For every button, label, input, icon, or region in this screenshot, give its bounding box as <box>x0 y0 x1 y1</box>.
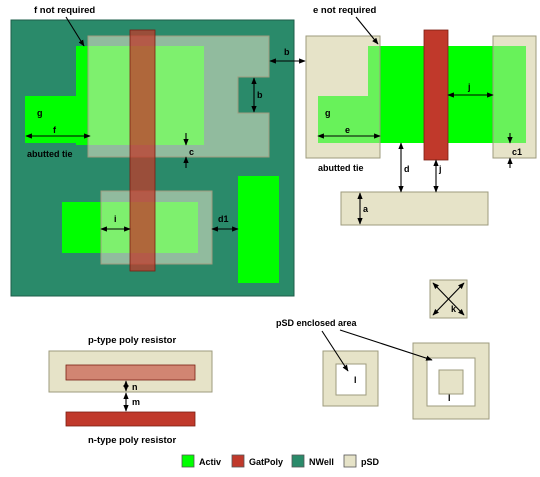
label-e-not-required: e not required <box>313 5 377 16</box>
rule-j-lower: j <box>438 164 442 174</box>
rule-m: m <box>132 397 140 407</box>
rule-l-small: l <box>354 375 357 385</box>
psd-enclosed-small-hole <box>335 363 367 396</box>
rule-k: k <box>451 304 457 314</box>
legend: Activ GatPoly NWell pSD <box>181 454 380 468</box>
legend-label-activ: Activ <box>199 457 221 467</box>
label-n-type-poly-resistor: n-type poly resistor <box>88 435 176 446</box>
label-abutted-tie-right: abutted tie <box>318 163 364 173</box>
gatpoly-left <box>129 29 156 272</box>
rule-c: c <box>189 147 194 157</box>
label-f-not-required: f not required <box>34 5 95 16</box>
legend-label-psd: pSD <box>361 457 380 467</box>
rule-b-notch: b <box>257 90 263 100</box>
psd-right-right-overlay <box>492 35 537 159</box>
rule-f: f <box>53 125 57 135</box>
psd-bar <box>340 191 489 226</box>
rule-b-between: b <box>284 47 290 57</box>
rule-a: a <box>363 204 369 214</box>
label-psd-enclosed-area: pSD enclosed area <box>276 318 358 328</box>
legend-swatch-nwell <box>291 454 305 468</box>
psd-right-left-overlay <box>305 35 381 159</box>
legend-label-nwell: NWell <box>309 457 334 467</box>
rule-i: i <box>114 214 117 224</box>
rule-c1: c1 <box>512 147 522 157</box>
legend-swatch-activ <box>181 454 195 468</box>
legend-swatch-psd <box>343 454 357 468</box>
rule-d1: d1 <box>218 214 229 224</box>
psd-enclosed-large-island <box>438 369 464 395</box>
rule-g-left: g <box>37 108 43 118</box>
rule-n: n <box>132 382 138 392</box>
rule-j-upper: j <box>467 82 471 92</box>
legend-label-gatpoly: GatPoly <box>249 457 283 467</box>
label-p-type-poly-resistor: p-type poly resistor <box>88 335 176 346</box>
gatpoly-right <box>423 29 449 161</box>
activ-right-tall <box>238 176 279 283</box>
gatpoly-p-resistor <box>65 364 196 381</box>
rule-g-right: g <box>325 108 331 118</box>
rule-e: e <box>345 125 350 135</box>
psd-lower-left <box>100 190 213 265</box>
gatpoly-n-resistor <box>65 411 196 427</box>
rule-l-large: l <box>448 393 451 403</box>
label-abutted-tie-left: abutted tie <box>27 149 73 159</box>
legend-swatch-gatpoly <box>231 454 245 468</box>
rule-d: d <box>404 164 410 174</box>
